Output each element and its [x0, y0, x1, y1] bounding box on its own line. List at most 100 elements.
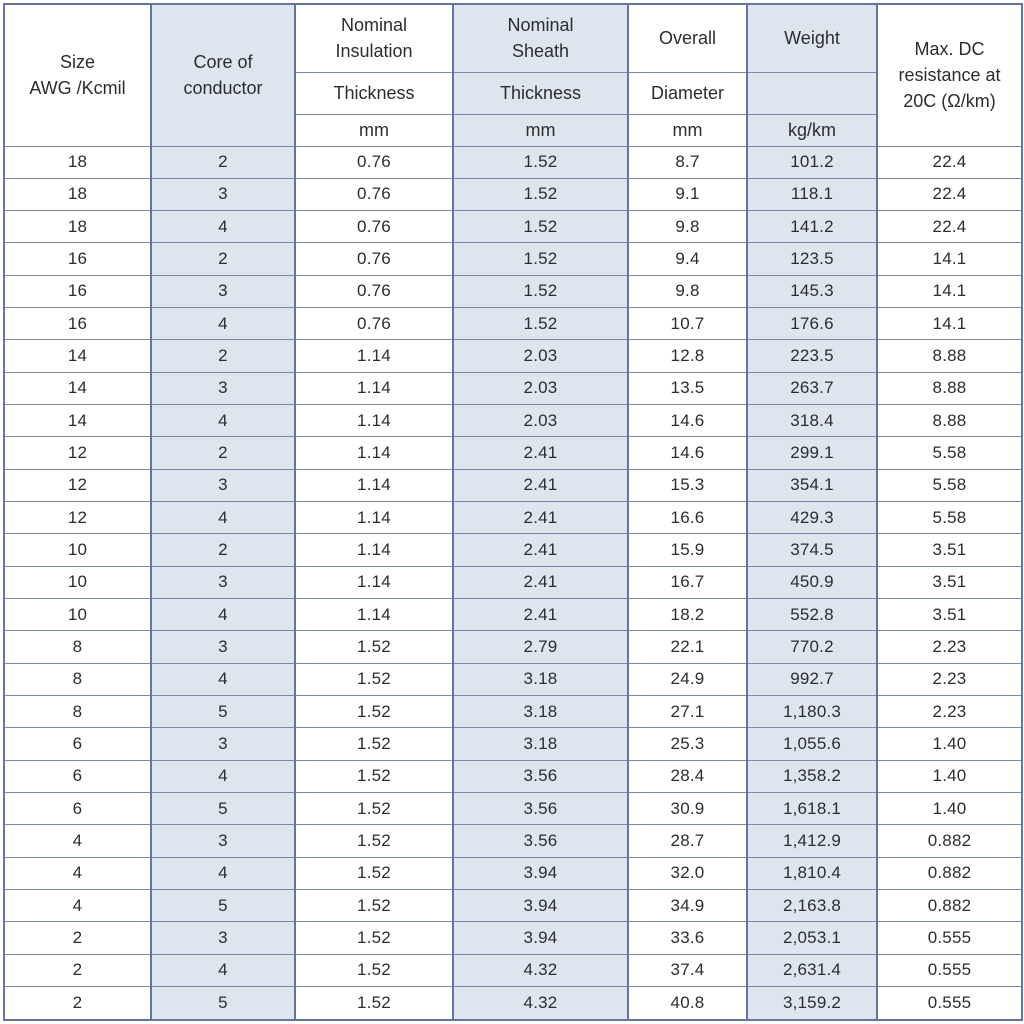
- cell-overall-diameter: 37.4: [627, 953, 748, 988]
- header-size-line1: Size: [59, 52, 95, 73]
- cell-weight: 770.2: [746, 630, 878, 664]
- cell-overall-diameter: 32.0: [627, 856, 748, 891]
- cell-overall-diameter: 27.1: [627, 695, 748, 729]
- cell-insulation-thickness: 1.52: [294, 630, 454, 664]
- header-max-dc-resistance: Max. DC resistance at 20C (Ω/km): [876, 3, 1023, 147]
- cell-weight: 1,055.6: [746, 727, 878, 761]
- header-row-3: mm mm mm kg/km: [4, 113, 1022, 147]
- table-row: 16 3 0.76 1.52 9.8 145.3 14.1: [3, 274, 1023, 309]
- table-row: 10 4 1.14 2.41 18.2 552.8 3.51: [3, 598, 1023, 632]
- cell-resistance: 0.882: [876, 856, 1023, 891]
- cell-sheath-thickness: 2.79: [452, 630, 629, 664]
- cell-overall-diameter: 14.6: [627, 436, 748, 470]
- cell-cores: 2: [150, 533, 296, 567]
- cell-insulation-thickness: 0.76: [294, 307, 454, 341]
- cell-weight: 1,810.4: [746, 856, 878, 891]
- cell-size: 8: [3, 630, 152, 664]
- header-insulation-thickness: Thickness: [294, 71, 454, 115]
- cell-sheath-thickness: 2.41: [452, 436, 629, 470]
- cell-resistance: 8.88: [876, 404, 1023, 438]
- cell-overall-diameter: 10.7: [627, 307, 748, 341]
- cell-size: 2: [3, 953, 152, 988]
- cell-weight: 118.1: [746, 177, 878, 212]
- table-row: 10 2 1.14 2.41 15.9 374.5 3.51: [3, 533, 1023, 567]
- cell-cores: 4: [150, 759, 296, 794]
- cell-overall-diameter: 15.9: [627, 533, 748, 567]
- table-row: 14 3 1.14 2.03 13.5 263.7 8.88: [3, 371, 1023, 406]
- cell-sheath-thickness: 3.94: [452, 889, 629, 923]
- cell-sheath-thickness: 3.56: [452, 792, 629, 826]
- cell-weight: 552.8: [746, 598, 878, 632]
- cell-resistance: 0.555: [876, 921, 1023, 955]
- cell-resistance: 3.51: [876, 598, 1023, 632]
- cell-sheath-thickness: 3.94: [452, 856, 629, 891]
- cell-sheath-thickness: 2.41: [452, 533, 629, 567]
- cell-weight: 1,180.3: [746, 695, 878, 729]
- table-row: 8 4 1.52 3.18 24.9 992.7 2.23: [3, 662, 1023, 697]
- cell-cores: 4: [150, 598, 296, 632]
- cell-overall-diameter: 8.7: [627, 145, 748, 179]
- table-body: 18 2 0.76 1.52 8.7 101.2 22.4 18 3 0.76 1.52 9.1 118…: [3, 145, 1023, 1021]
- table-row: 12 2 1.14 2.41 14.6 299.1 5.58: [3, 436, 1023, 470]
- cell-weight: 429.3: [746, 501, 878, 535]
- table-row: 10 3 1.14 2.41 16.7 450.9 3.51: [3, 565, 1023, 600]
- cell-size: 18: [3, 177, 152, 212]
- cell-sheath-thickness: 1.52: [452, 307, 629, 341]
- cell-overall-diameter: 15.3: [627, 468, 748, 503]
- cell-overall-diameter: 40.8: [627, 986, 748, 1021]
- table-row: 2 3 1.52 3.94 33.6 2,053.1 0.555: [3, 921, 1023, 955]
- cell-weight: 223.5: [746, 339, 878, 373]
- cell-weight: 2,631.4: [746, 953, 878, 988]
- cell-resistance: 0.555: [876, 986, 1023, 1021]
- cell-cores: 3: [150, 177, 296, 212]
- cell-size: 6: [3, 792, 152, 826]
- cell-sheath-thickness: 2.03: [452, 339, 629, 373]
- header-sheath-line2: Sheath: [511, 41, 570, 62]
- header-resistance-line3: 20C (Ω/km): [903, 91, 996, 112]
- cell-weight: 123.5: [746, 242, 878, 276]
- table-row: 14 4 1.14 2.03 14.6 318.4 8.88: [3, 404, 1023, 438]
- cell-resistance: 0.882: [876, 824, 1023, 858]
- cell-sheath-thickness: 2.41: [452, 501, 629, 535]
- cell-resistance: 22.4: [876, 177, 1023, 212]
- cell-size: 14: [3, 371, 152, 406]
- cell-weight: 318.4: [746, 404, 878, 438]
- header-weight: Weight: [746, 3, 878, 73]
- cell-weight: 1,358.2: [746, 759, 878, 794]
- cell-sheath-thickness: 3.94: [452, 921, 629, 955]
- header-nominal-sheath: Nominal Sheath: [452, 3, 629, 73]
- cell-weight: 145.3: [746, 274, 878, 309]
- cell-cores: 3: [150, 630, 296, 664]
- table-row: 16 4 0.76 1.52 10.7 176.6 14.1: [3, 307, 1023, 341]
- cell-cores: 4: [150, 856, 296, 891]
- cell-cores: 4: [150, 662, 296, 697]
- table-row: 2 4 1.52 4.32 37.4 2,631.4 0.555: [3, 953, 1023, 988]
- cell-insulation-thickness: 1.52: [294, 695, 454, 729]
- cell-cores: 3: [150, 921, 296, 955]
- cell-insulation-thickness: 1.52: [294, 824, 454, 858]
- cell-size: 10: [3, 598, 152, 632]
- cell-resistance: 5.58: [876, 501, 1023, 535]
- cell-resistance: 3.51: [876, 565, 1023, 600]
- cell-resistance: 5.58: [876, 436, 1023, 470]
- cell-weight: 2,053.1: [746, 921, 878, 955]
- header-insulation-line1: Nominal: [340, 15, 408, 36]
- cell-size: 14: [3, 339, 152, 373]
- cell-overall-diameter: 14.6: [627, 404, 748, 438]
- header-overall-diameter: Diameter: [627, 71, 748, 115]
- cell-overall-diameter: 12.8: [627, 339, 748, 373]
- cell-weight: 1,618.1: [746, 792, 878, 826]
- cell-overall-diameter: 24.9: [627, 662, 748, 697]
- cell-size: 4: [3, 856, 152, 891]
- header-resistance-line1: Max. DC: [914, 39, 985, 60]
- cell-resistance: 22.4: [876, 145, 1023, 179]
- header-overall: Overall: [627, 3, 748, 73]
- cell-size: 2: [3, 986, 152, 1021]
- cell-insulation-thickness: 1.52: [294, 759, 454, 794]
- cell-overall-diameter: 33.6: [627, 921, 748, 955]
- cell-insulation-thickness: 0.76: [294, 210, 454, 244]
- cell-insulation-thickness: 1.52: [294, 662, 454, 697]
- header-sheath-line1: Nominal: [507, 15, 574, 36]
- header-row-1: Size AWG /Kcmil Core of conductor Nomina…: [3, 3, 1023, 147]
